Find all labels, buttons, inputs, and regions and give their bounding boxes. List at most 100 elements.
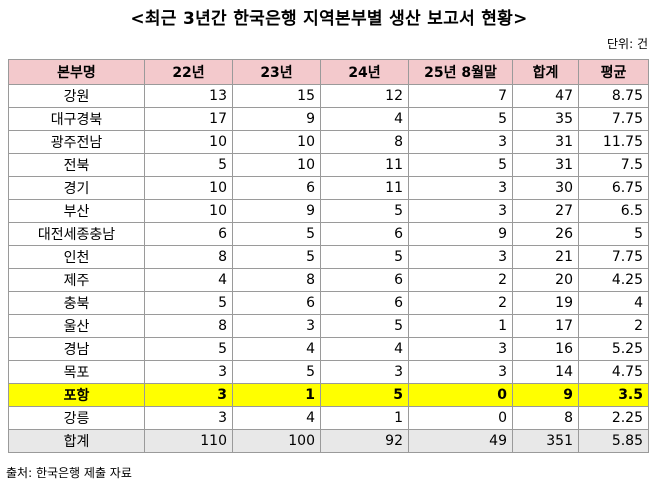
value-cell: 1: [408, 314, 513, 338]
value-cell: 17: [512, 314, 579, 338]
value-cell: 0: [408, 383, 513, 407]
value-cell: 10: [144, 199, 233, 223]
value-cell: 6.75: [578, 176, 649, 200]
value-cell: 5.85: [578, 429, 649, 453]
value-cell: 2: [408, 268, 513, 292]
value-cell: 30: [512, 176, 579, 200]
value-cell: 4: [578, 291, 649, 315]
value-cell: 3: [408, 337, 513, 361]
value-cell: 5: [320, 245, 409, 269]
value-cell: 3: [408, 360, 513, 384]
region-name-cell: 경남: [8, 337, 145, 361]
value-cell: 13: [144, 84, 233, 108]
value-cell: 3: [144, 383, 233, 407]
header-cell: 평균: [578, 59, 649, 85]
value-cell: 7.75: [578, 107, 649, 131]
value-cell: 47: [512, 84, 579, 108]
value-cell: 3: [320, 360, 409, 384]
value-cell: 3: [232, 314, 321, 338]
total-row: 합계 110 100 92 49 351 5.85: [8, 429, 649, 453]
value-cell: 4: [320, 107, 409, 131]
value-cell: 9: [512, 383, 579, 407]
value-cell: 11: [320, 176, 409, 200]
header-cell: 23년: [232, 59, 321, 85]
region-name-cell: 대구경북: [8, 107, 145, 131]
value-cell: 5: [320, 314, 409, 338]
value-cell: 5: [320, 383, 409, 407]
value-cell: 7.75: [578, 245, 649, 269]
value-cell: 14: [512, 360, 579, 384]
region-name-cell: 합계: [8, 429, 145, 453]
value-cell: 8.75: [578, 84, 649, 108]
value-cell: 3.5: [578, 383, 649, 407]
value-cell: 15: [232, 84, 321, 108]
value-cell: 7: [408, 84, 513, 108]
value-cell: 3: [144, 406, 233, 430]
value-cell: 9: [232, 107, 321, 131]
value-cell: 5: [232, 245, 321, 269]
table-row: 경기 10 6 11 3 30 6.75: [8, 176, 649, 200]
value-cell: 5.25: [578, 337, 649, 361]
value-cell: 4: [232, 337, 321, 361]
value-cell: 92: [320, 429, 409, 453]
region-name-cell: 충북: [8, 291, 145, 315]
table-row-highlighted: 포항 3 1 5 0 9 3.5: [8, 383, 649, 407]
value-cell: 4.25: [578, 268, 649, 292]
region-name-cell: 광주전남: [8, 130, 145, 154]
value-cell: 35: [512, 107, 579, 131]
value-cell: 3: [408, 199, 513, 223]
value-cell: 5: [144, 291, 233, 315]
value-cell: 19: [512, 291, 579, 315]
region-name-cell: 울산: [8, 314, 145, 338]
value-cell: 351: [512, 429, 579, 453]
value-cell: 20: [512, 268, 579, 292]
region-name-cell: 강원: [8, 84, 145, 108]
value-cell: 4: [232, 406, 321, 430]
value-cell: 10: [144, 176, 233, 200]
value-cell: 110: [144, 429, 233, 453]
value-cell: 9: [232, 199, 321, 223]
region-name-cell: 전북: [8, 153, 145, 177]
header-row: 본부명 22년 23년 24년 25년 8월말 합계 평균: [8, 59, 649, 85]
value-cell: 5: [232, 222, 321, 246]
value-cell: 26: [512, 222, 579, 246]
source-note: 출처: 한국은행 제출 자료: [6, 466, 132, 480]
table-body: 강원 13 15 12 7 47 8.75 대구경북 17 9 4 5 35 7.75 광주전남 10 10 8 3…: [8, 84, 649, 453]
value-cell: 31: [512, 130, 579, 154]
value-cell: 10: [144, 130, 233, 154]
value-cell: 6: [232, 176, 321, 200]
region-name-cell: 목포: [8, 360, 145, 384]
region-name-cell: 인천: [8, 245, 145, 269]
value-cell: 8: [232, 268, 321, 292]
value-cell: 17: [144, 107, 233, 131]
region-name-cell: 경기: [8, 176, 145, 200]
value-cell: 5: [232, 360, 321, 384]
value-cell: 8: [144, 245, 233, 269]
region-name-cell: 제주: [8, 268, 145, 292]
value-cell: 11: [320, 153, 409, 177]
value-cell: 8: [512, 406, 579, 430]
header-cell: 합계: [512, 59, 579, 85]
region-name-cell: 포항: [8, 383, 145, 407]
value-cell: 5: [408, 107, 513, 131]
value-cell: 3: [408, 245, 513, 269]
table-row: 경남 5 4 4 3 16 5.25: [8, 337, 649, 361]
value-cell: 2: [578, 314, 649, 338]
value-cell: 6: [320, 268, 409, 292]
header-cell: 22년: [144, 59, 233, 85]
unit-label: 단위: 건: [607, 37, 648, 51]
value-cell: 100: [232, 429, 321, 453]
value-cell: 5: [408, 153, 513, 177]
value-cell: 27: [512, 199, 579, 223]
table-row: 충북 5 6 6 2 19 4: [8, 291, 649, 315]
value-cell: 2: [408, 291, 513, 315]
value-cell: 5: [578, 222, 649, 246]
value-cell: 3: [408, 130, 513, 154]
table-title: <최근 3년간 한국은행 지역본부별 생산 보고서 현황>: [130, 9, 528, 29]
table-row: 강릉 3 4 1 0 8 2.25: [8, 406, 649, 430]
table-row: 목포 3 5 3 3 14 4.75: [8, 360, 649, 384]
value-cell: 5: [144, 337, 233, 361]
value-cell: 1: [232, 383, 321, 407]
value-cell: 49: [408, 429, 513, 453]
value-cell: 8: [144, 314, 233, 338]
